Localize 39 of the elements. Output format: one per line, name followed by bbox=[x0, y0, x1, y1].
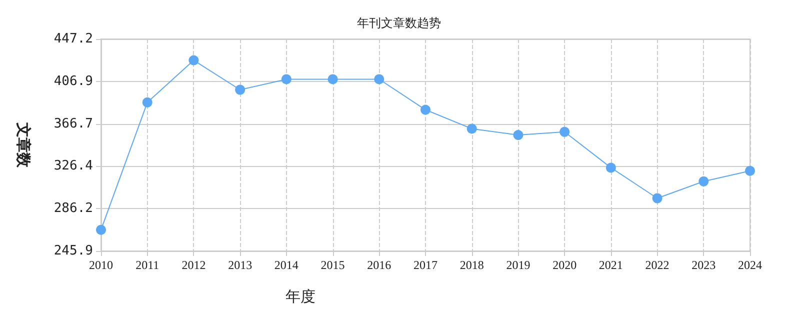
y-tick-label: 447.2 bbox=[54, 32, 93, 46]
y-tick-label: 326.4 bbox=[54, 158, 94, 174]
point bbox=[142, 97, 152, 108]
x-tick-label: 2018 bbox=[460, 258, 484, 272]
point bbox=[281, 74, 292, 84]
x-tick-label: 2020 bbox=[552, 258, 577, 272]
point bbox=[698, 176, 709, 186]
x-axis-title: 年度 bbox=[286, 288, 316, 306]
y-tick-label: 366.7 bbox=[54, 116, 93, 132]
x-tick-label: 2010 bbox=[89, 258, 113, 272]
x-tick-label: 2023 bbox=[692, 258, 716, 272]
y-tick-label: 245.9 bbox=[54, 244, 93, 258]
x-tick-label: 2015 bbox=[320, 258, 345, 272]
point bbox=[466, 124, 477, 134]
x-tick-label: 2012 bbox=[182, 258, 206, 272]
x-tick-label: 2024 bbox=[738, 258, 762, 272]
point bbox=[235, 84, 246, 95]
point bbox=[745, 166, 755, 176]
point bbox=[328, 74, 338, 84]
point bbox=[513, 130, 524, 140]
x-tick-label: 2013 bbox=[228, 258, 252, 272]
point bbox=[420, 104, 430, 115]
y-tick-label: 406.9 bbox=[54, 74, 93, 89]
point bbox=[560, 126, 570, 137]
point bbox=[652, 193, 662, 204]
y-tick-label: 286.2 bbox=[54, 201, 93, 216]
x-tick-label: 2019 bbox=[506, 258, 530, 272]
y-axis-title: 文章数 bbox=[14, 122, 32, 168]
x-tick-label: 2016 bbox=[367, 258, 392, 272]
x-tick-label: 2021 bbox=[598, 258, 623, 272]
x-tick-label: 2014 bbox=[274, 258, 298, 272]
chart-title: 年刊文章数趋势 bbox=[357, 16, 441, 30]
x-tick-label: 2017 bbox=[414, 258, 438, 272]
x-tick-label: 2011 bbox=[136, 258, 160, 272]
point bbox=[188, 55, 199, 66]
x-tick-label: 2022 bbox=[645, 258, 670, 272]
point bbox=[374, 74, 384, 84]
point bbox=[606, 162, 616, 173]
point bbox=[96, 224, 106, 235]
